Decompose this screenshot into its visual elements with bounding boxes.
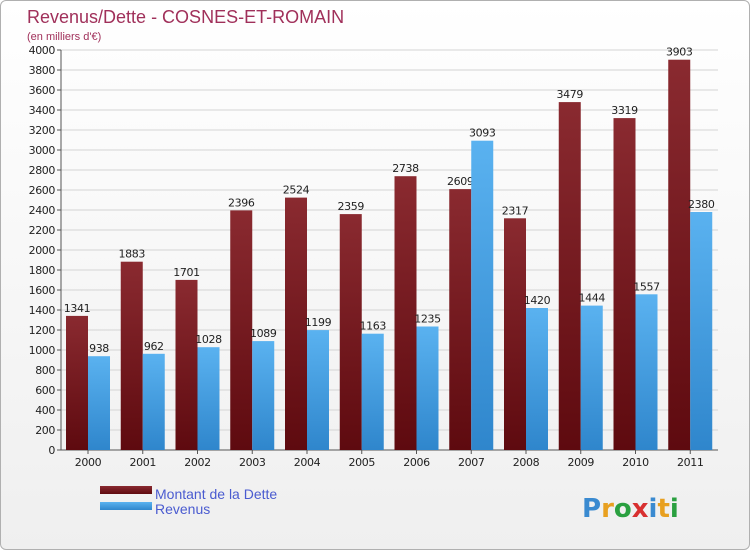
y-tick-label: 3200 bbox=[29, 124, 56, 137]
chart-subtitle: (en milliers d'€) bbox=[27, 31, 101, 43]
y-tick-label: 3000 bbox=[29, 144, 56, 157]
bar-revenus bbox=[252, 341, 275, 450]
y-tick-label: 2600 bbox=[29, 184, 56, 197]
bar-revenus bbox=[142, 353, 165, 450]
value-label-revenus: 1420 bbox=[524, 294, 551, 307]
x-tick-label: 2005 bbox=[349, 456, 376, 469]
value-label-dette: 1883 bbox=[119, 248, 146, 261]
bar-dette bbox=[175, 279, 198, 450]
grid-lines bbox=[57, 49, 718, 451]
legend-swatch-debt bbox=[100, 486, 152, 494]
x-tick-label: 2011 bbox=[677, 456, 703, 469]
y-tick-label: 200 bbox=[35, 424, 55, 437]
value-label-dette: 2609 bbox=[447, 175, 474, 188]
y-tick-label: 2200 bbox=[29, 224, 56, 237]
bar-dette bbox=[394, 176, 417, 450]
value-label-revenus: 3093 bbox=[469, 127, 496, 140]
chart-title: Revenus/Dette - COSNES-ET-ROMAIN bbox=[27, 7, 344, 27]
y-tick-label: 800 bbox=[35, 364, 55, 377]
y-tick-label: 3400 bbox=[29, 104, 56, 117]
bar-dette bbox=[558, 102, 581, 450]
x-tick-label: 2000 bbox=[75, 456, 102, 469]
bar-revenus bbox=[471, 140, 494, 450]
bar-dette bbox=[285, 197, 307, 450]
x-tick-label: 2004 bbox=[294, 456, 321, 469]
legend-label-debt: Montant de la Dette bbox=[155, 486, 277, 502]
value-label-dette: 2317 bbox=[502, 204, 529, 217]
bars-group: 1341 938 1883 962 1701 1028 2396 1089 2524 1199 23… bbox=[64, 46, 715, 450]
value-label-revenus: 1089 bbox=[250, 327, 277, 340]
x-tick-label: 2003 bbox=[239, 456, 266, 469]
bar-revenus bbox=[635, 294, 658, 450]
bar-revenus bbox=[197, 347, 220, 450]
x-tick-label: 2002 bbox=[184, 456, 210, 469]
value-label-dette: 2359 bbox=[338, 200, 365, 213]
bar-dette bbox=[66, 315, 88, 450]
y-tick-label: 400 bbox=[35, 404, 55, 417]
value-label-revenus: 1557 bbox=[633, 280, 660, 293]
y-tick-label: 0 bbox=[48, 444, 55, 457]
x-tick-label: 2009 bbox=[568, 456, 595, 469]
y-tick-label: 3800 bbox=[29, 64, 56, 77]
value-label-dette: 2396 bbox=[228, 196, 255, 209]
value-label-dette: 3479 bbox=[557, 88, 584, 101]
bar-dette bbox=[230, 210, 253, 450]
y-tick-label: 2400 bbox=[29, 204, 56, 217]
value-label-revenus: 2380 bbox=[688, 198, 715, 211]
y-tick-label: 4000 bbox=[29, 44, 56, 57]
y-tick-label: 2800 bbox=[29, 164, 56, 177]
bar-dette bbox=[339, 214, 362, 450]
bar-revenus bbox=[361, 333, 384, 450]
y-tick-label: 1000 bbox=[29, 344, 56, 357]
bar-dette bbox=[668, 59, 691, 450]
y-tick-label: 2000 bbox=[29, 244, 56, 257]
x-tick-label: 2006 bbox=[403, 456, 430, 469]
value-label-revenus: 938 bbox=[89, 342, 109, 355]
logo-text: Proxiti bbox=[582, 494, 679, 524]
x-tick-label: 2001 bbox=[130, 456, 156, 469]
value-label-revenus: 1199 bbox=[305, 316, 332, 329]
value-label-dette: 2738 bbox=[392, 162, 419, 175]
y-tick-label: 1200 bbox=[29, 324, 56, 337]
bar-revenus bbox=[88, 356, 110, 450]
y-tick-label: 1400 bbox=[29, 304, 56, 317]
bar-dette bbox=[120, 261, 143, 450]
proxiti-logo: Proxiti bbox=[582, 494, 679, 524]
value-label-dette: 3319 bbox=[611, 104, 638, 117]
value-label-revenus: 1028 bbox=[195, 333, 222, 346]
legend-swatch-revenus bbox=[100, 502, 152, 510]
x-tick-label: 2007 bbox=[458, 456, 485, 469]
y-axis-ticks: 0 200 400 600 800 1000 1200 1400 1600 1800 2000 220… bbox=[29, 44, 56, 457]
value-label-revenus: 1163 bbox=[360, 320, 387, 333]
legend: Montant de la Dette Revenus bbox=[100, 486, 277, 517]
value-label-revenus: 1235 bbox=[414, 313, 441, 326]
bar-dette bbox=[613, 118, 636, 450]
bar-revenus bbox=[416, 326, 439, 450]
value-label-revenus: 962 bbox=[144, 340, 164, 353]
value-label-dette: 1701 bbox=[173, 266, 199, 279]
y-tick-label: 600 bbox=[35, 384, 55, 397]
value-label-revenus: 1444 bbox=[579, 292, 606, 305]
x-tick-label: 2010 bbox=[622, 456, 649, 469]
y-tick-label: 3600 bbox=[29, 84, 56, 97]
value-label-dette: 2524 bbox=[283, 184, 310, 197]
x-tick-label: 2008 bbox=[513, 456, 540, 469]
y-tick-label: 1600 bbox=[29, 284, 56, 297]
y-tick-label: 1800 bbox=[29, 264, 56, 277]
value-label-dette: 1341 bbox=[64, 302, 90, 315]
bar-dette bbox=[504, 218, 526, 450]
bar-revenus bbox=[307, 330, 329, 450]
bar-revenus bbox=[526, 308, 548, 450]
value-label-dette: 3903 bbox=[666, 46, 693, 59]
bar-revenus bbox=[690, 212, 713, 450]
x-axis-ticks: 2000 2001 2002 2003 2004 2005 2006 2007 2008 2009… bbox=[75, 450, 704, 469]
bar-dette bbox=[449, 189, 472, 450]
bar-revenus bbox=[580, 305, 603, 450]
legend-label-revenus: Revenus bbox=[155, 501, 210, 517]
